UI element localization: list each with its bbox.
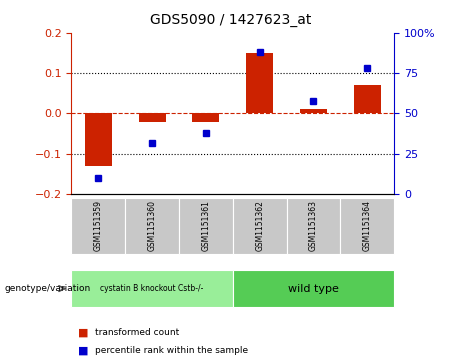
Bar bbox=[354, 85, 381, 113]
Text: GSM1151363: GSM1151363 bbox=[309, 200, 318, 252]
Text: wild type: wild type bbox=[288, 284, 339, 294]
Text: percentile rank within the sample: percentile rank within the sample bbox=[95, 346, 248, 355]
Bar bbox=[139, 113, 165, 122]
Text: GSM1151361: GSM1151361 bbox=[201, 200, 210, 252]
Bar bbox=[193, 113, 219, 122]
Text: transformed count: transformed count bbox=[95, 328, 179, 337]
Text: genotype/variation: genotype/variation bbox=[5, 284, 91, 293]
Bar bbox=[300, 109, 327, 113]
Bar bbox=[85, 113, 112, 166]
Text: GSM1151359: GSM1151359 bbox=[94, 200, 103, 252]
Bar bbox=[246, 53, 273, 113]
Text: GSM1151360: GSM1151360 bbox=[148, 200, 157, 252]
Text: cystatin B knockout Cstb-/-: cystatin B knockout Cstb-/- bbox=[100, 284, 204, 293]
Text: GDS5090 / 1427623_at: GDS5090 / 1427623_at bbox=[150, 13, 311, 27]
Text: ■: ■ bbox=[78, 327, 89, 337]
Text: ■: ■ bbox=[78, 345, 89, 355]
Text: GSM1151362: GSM1151362 bbox=[255, 200, 264, 252]
Text: GSM1151364: GSM1151364 bbox=[363, 200, 372, 252]
